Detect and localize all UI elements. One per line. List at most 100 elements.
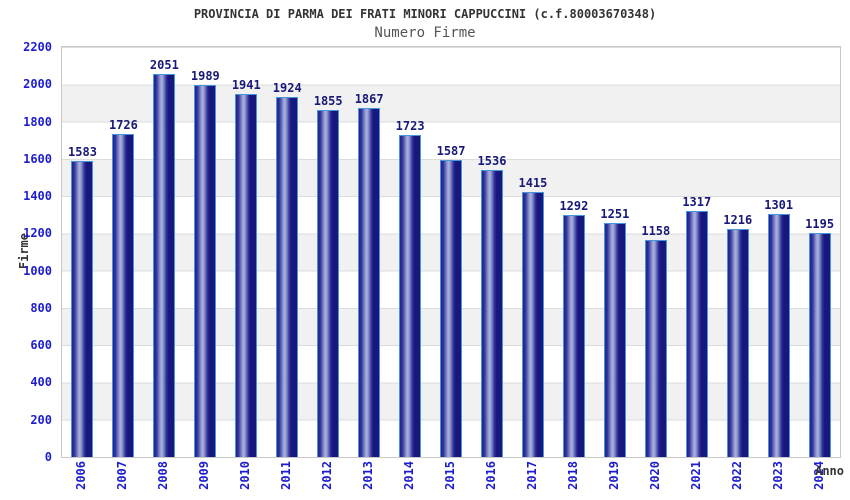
bar-slot: 1415 — [512, 47, 553, 457]
bar-value-label: 1941 — [231, 78, 261, 93]
x-tick-slot: 2009 — [184, 459, 225, 499]
y-tick-label: 0 — [44, 450, 52, 464]
y-tick-label: 800 — [30, 300, 52, 315]
x-tick-slot: 2010 — [225, 459, 266, 499]
y-tick-label: 600 — [30, 338, 52, 353]
bar-2014: 1723 — [396, 119, 425, 457]
x-tick-slot: 2017 — [511, 459, 552, 499]
bar-value-label: 1158 — [641, 224, 671, 239]
x-tick-slot: 2014 — [389, 459, 430, 499]
bar-2021: 1317 — [682, 195, 711, 457]
x-tick-slot: 2011 — [266, 459, 307, 499]
bar-value-label: 1867 — [354, 92, 384, 107]
bar-slot: 1587 — [431, 47, 472, 457]
y-tick-label: 1200 — [23, 226, 52, 241]
bar-2018: 1292 — [559, 199, 588, 457]
bar-slot: 1292 — [553, 47, 594, 457]
bar-slot: 1301 — [758, 47, 799, 457]
bar-2012: 1855 — [314, 94, 343, 457]
x-tick-slot: 2016 — [471, 459, 512, 499]
bar-value-label: 1251 — [600, 206, 630, 221]
x-tick-label: 2007 — [115, 461, 130, 490]
x-tick-slot: 2023 — [757, 459, 798, 499]
bar-value-label: 1216 — [723, 213, 753, 228]
bar-slot: 2051 — [144, 47, 185, 457]
x-tick-slot: 2020 — [634, 459, 675, 499]
y-tick-label: 2200 — [23, 40, 52, 54]
bar-2024: 1195 — [805, 217, 834, 457]
bar-2023: 1301 — [764, 198, 793, 457]
bar-value-label: 1989 — [190, 69, 220, 84]
x-tick-slot: 2021 — [675, 459, 716, 499]
bar-value-label: 1292 — [559, 199, 589, 214]
bar-2008: 2051 — [150, 58, 179, 457]
x-tick-label: 2021 — [688, 461, 703, 490]
x-axis-ticks: 2006 2007 2008 2009 2010 2011 2012 2013 2014 2015… — [61, 459, 839, 499]
y-tick-label: 1800 — [23, 114, 52, 129]
y-tick-label: 1600 — [23, 151, 52, 166]
bar-slot: 1855 — [308, 47, 349, 457]
bar-2016: 1536 — [478, 154, 506, 457]
bar-slot: 1989 — [185, 47, 226, 457]
x-tick-slot: 2008 — [143, 459, 184, 499]
bar-2006: 1583 — [68, 145, 97, 457]
x-tick-label: 2017 — [524, 461, 539, 490]
bar-2020: 1158 — [641, 224, 670, 457]
chart-subtitle: Numero Firme — [374, 25, 476, 41]
bar-value-label: 1587 — [436, 144, 466, 159]
x-tick-label: 2009 — [197, 461, 212, 490]
bar-slot: 1195 — [799, 47, 840, 457]
x-tick-slot: 2018 — [552, 459, 593, 499]
bar-2009: 1989 — [191, 69, 220, 457]
bar-2017: 1415 — [519, 176, 547, 457]
bar-slot: 1251 — [594, 47, 635, 457]
x-tick-slot: 2006 — [61, 459, 102, 499]
x-tick-label: 2014 — [402, 461, 417, 490]
bar-slot: 1941 — [226, 47, 267, 457]
bar-2013: 1867 — [355, 92, 384, 457]
x-tick-label: 2016 — [484, 461, 498, 490]
bar-2010: 1941 — [232, 78, 261, 457]
bar-slot: 1723 — [390, 47, 431, 457]
bar-value-label: 1195 — [805, 217, 835, 232]
y-tick-label: 1400 — [23, 189, 52, 204]
x-axis-label: Anno — [815, 464, 844, 478]
x-tick-label: 2012 — [320, 461, 335, 490]
bar-value-label: 1415 — [518, 176, 548, 191]
bar-slot: 1536 — [472, 47, 513, 457]
x-tick-label: 2015 — [443, 461, 458, 490]
x-tick-label: 2006 — [74, 461, 89, 490]
x-tick-slot: 2022 — [716, 459, 757, 499]
x-tick-label: 2023 — [770, 461, 785, 490]
y-axis-ticks: 0 200 400 600 800 1000 1200 1400 1600 1800 2000 220… — [0, 0, 52, 500]
bar-slot: 1726 — [103, 47, 144, 457]
y-tick-label: 2000 — [23, 77, 52, 92]
x-tick-slot: 2015 — [430, 459, 471, 499]
x-tick-slot: 2007 — [102, 459, 143, 499]
bar-value-label: 1924 — [272, 81, 302, 96]
bar-value-label: 1726 — [108, 118, 138, 133]
bar-slot: 1216 — [717, 47, 758, 457]
bar-2011: 1924 — [273, 81, 302, 457]
x-tick-label: 2020 — [647, 461, 662, 490]
bar-slot: 1867 — [349, 47, 390, 457]
bar-value-label: 1855 — [313, 94, 343, 109]
x-tick-label: 2008 — [156, 461, 171, 490]
bar-value-label: 1301 — [764, 197, 794, 212]
bar-2007: 1726 — [109, 118, 138, 457]
y-tick-label: 400 — [30, 375, 52, 390]
x-tick-slot: 2013 — [348, 459, 389, 499]
bar-value-label: 1723 — [395, 118, 425, 133]
bar-2019: 1251 — [600, 207, 629, 457]
plot-area: 1583 1726 2051 1989 1941 1924 1855 1867 1723 1587… — [61, 46, 841, 458]
x-tick-label: 2011 — [279, 461, 294, 490]
x-tick-slot: 2012 — [307, 459, 348, 499]
x-tick-label: 2018 — [565, 461, 580, 490]
bar-value-label: 1536 — [477, 153, 507, 168]
chart-title: PROVINCIA DI PARMA DEI FRATI MINORI CAPP… — [193, 7, 657, 21]
bar-2022: 1216 — [723, 213, 752, 457]
y-tick-label: 200 — [30, 412, 52, 427]
bar-slot: 1583 — [62, 47, 103, 457]
bar-slot: 1317 — [676, 47, 717, 457]
